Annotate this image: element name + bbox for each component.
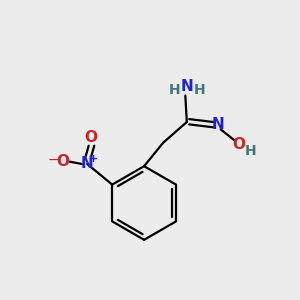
- Text: O: O: [84, 130, 97, 145]
- Text: O: O: [56, 154, 69, 169]
- Text: H: H: [194, 83, 205, 97]
- Text: N: N: [211, 118, 224, 133]
- Text: +: +: [89, 154, 99, 164]
- Text: O: O: [232, 136, 245, 152]
- Text: H: H: [168, 83, 180, 97]
- Text: −: −: [47, 153, 59, 167]
- Text: N: N: [180, 79, 193, 94]
- Text: N: N: [81, 157, 94, 172]
- Text: H: H: [245, 144, 256, 158]
